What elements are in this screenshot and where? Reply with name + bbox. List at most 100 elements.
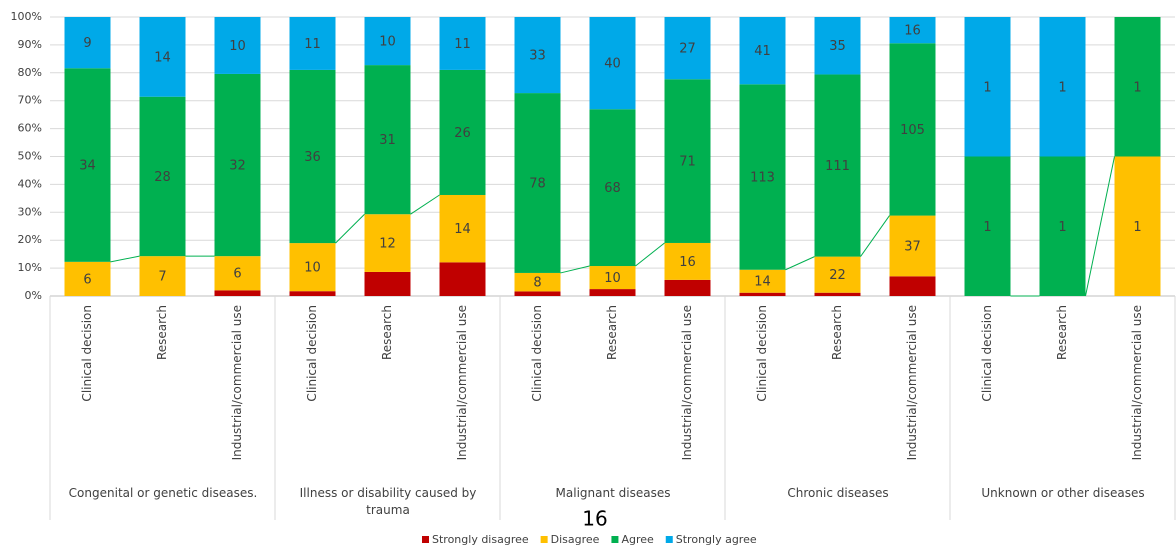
data-label: 1 [983,220,991,235]
data-label: 113 [750,171,775,186]
group-label: Unknown or other diseases [981,486,1145,500]
data-label: 41 [754,44,771,59]
data-label: 33 [529,49,546,64]
bar-segment [214,17,261,74]
data-label: 1 [1133,80,1141,95]
legend-swatch [540,536,548,543]
data-label: 28 [154,170,171,185]
y-tick-label: 20% [18,233,42,246]
bar-segment [289,69,336,244]
data-label: 1 [1133,220,1141,235]
bar-segment [664,242,711,280]
data-label: 1 [1058,80,1066,95]
x-tick-label: Clinical decision [755,305,769,402]
data-label: 37 [904,239,921,254]
bar-segment [814,74,861,257]
data-label: 34 [79,159,96,174]
legend-label: Strongly agree [676,533,757,546]
bar-segment [739,292,786,296]
data-label: 78 [529,177,546,192]
data-label: 14 [754,275,771,290]
bar-segment [139,96,186,257]
series-line [560,265,590,274]
bar-segment [139,17,186,97]
data-label: 11 [454,37,471,52]
data-label: 1 [983,80,991,95]
legend-label: Agree [621,533,654,546]
y-tick-label: 50% [18,150,42,163]
legend: Strongly disagree Disagree Agree Strongly a… [422,533,757,546]
data-label: 8 [533,276,541,291]
bar-segment [439,69,486,195]
data-label: 36 [304,150,321,165]
bar-segment [439,194,486,263]
data-label: 31 [379,133,396,148]
data-label: 12 [379,237,396,252]
bar-segment [214,256,261,291]
bar-segment [889,276,936,296]
data-label: 27 [679,42,696,57]
bar-segment [964,17,1011,157]
data-label: 40 [604,57,621,72]
data-label: 35 [829,39,846,54]
bar-segment [364,214,411,272]
bar-segment [289,291,336,296]
y-tick-label: 10% [18,261,42,274]
legend-label: Strongly disagree [432,533,529,546]
bar-segment [589,17,636,110]
data-label: 14 [454,222,471,237]
y-tick-label: 70% [18,94,42,107]
bar-segment [289,243,336,292]
bar-segment [814,17,861,75]
bar-segment [1039,156,1086,296]
bar-segment [364,271,411,296]
legend-swatch [422,536,429,543]
bar-segment [889,17,936,44]
data-label: 11 [304,37,321,52]
series-line [410,194,440,215]
data-label: 71 [679,155,696,170]
legend-swatch [665,536,673,543]
x-tick-label: Industrial/commercial use [1130,305,1144,460]
x-tick-label: Industrial/commercial use [680,305,694,460]
bar-segment [1039,17,1086,157]
group-label: Congenital or genetic diseases. [68,486,258,500]
bar-segment [514,291,561,296]
data-label: 105 [900,123,925,138]
x-tick-label: Clinical decision [80,305,94,402]
data-label: 10 [604,271,621,286]
x-tick-label: Clinical decision [305,305,319,402]
data-label: 22 [829,268,846,283]
group-label: Chronic diseases [787,486,889,500]
bar-segment [739,269,786,293]
bar-segment [889,215,936,277]
series-line [635,242,665,267]
data-label: 1 [1058,220,1066,235]
data-label: 9 [83,36,91,51]
bar-segment [589,289,636,296]
data-label: 68 [604,181,621,196]
data-label: 10 [229,39,246,54]
bar-segment [514,17,561,94]
x-tick-label: Research [1055,305,1069,360]
bar-segment [664,79,711,243]
bar-segment [64,17,111,69]
data-label: 32 [229,159,246,174]
bar-segment [589,266,636,290]
bar-segment [964,156,1011,296]
series-line [110,255,140,263]
bar-segment [514,272,561,292]
y-tick-label: 60% [18,122,42,135]
bar-segment [1114,17,1161,157]
x-tick-label: Clinical decision [530,305,544,402]
bar-segment [739,17,786,85]
x-tick-label: Research [830,305,844,360]
data-label: 26 [454,126,471,141]
group-label: Malignant diseases [555,486,671,500]
y-tick-label: 80% [18,66,42,79]
data-label: 16 [904,24,921,39]
bar-segment [139,256,186,296]
bar-segment [64,68,111,262]
bar-segment [1114,156,1161,296]
